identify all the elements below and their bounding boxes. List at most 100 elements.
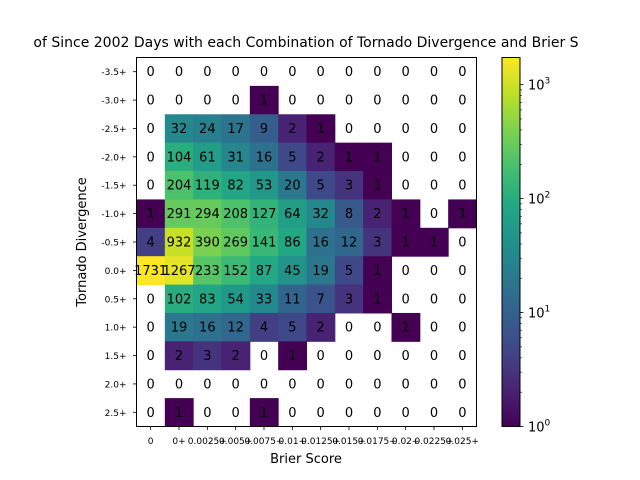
y-axis-ticks: -3.5+ -3.0+ -2.5+ -2.0+ -1.5+ -1.0+ -0.5+ 0.0+ 0… (101, 68, 137, 419)
cell-value-label: 0 (373, 94, 381, 109)
cell-value-label: 0 (402, 349, 410, 364)
colorbar (501, 57, 521, 427)
heatmap-cell (221, 227, 251, 257)
cell-value-label: 0 (430, 264, 438, 279)
cell-value-label: 1267 (162, 264, 195, 279)
cell-value-label: 0 (430, 406, 438, 421)
cell-value-label: 1 (402, 207, 410, 222)
heatmap-cell (249, 142, 279, 172)
cell-value-label: 31 (227, 150, 244, 165)
cell-value-label: 53 (256, 179, 273, 194)
heatmap-cell (278, 142, 307, 172)
cell-value-label: 0 (260, 65, 268, 80)
cell-value-label: 2 (175, 349, 183, 364)
cell-value-label: 0 (345, 349, 353, 364)
heatmap-cell (221, 284, 251, 314)
heatmap-cell (193, 284, 222, 314)
cell-value-label: 932 (167, 236, 192, 251)
heatmap-cell (136, 227, 166, 257)
cell-value-label: 0 (288, 377, 296, 392)
cell-value-label: 141 (252, 236, 277, 251)
heatmap-cell (221, 142, 251, 172)
heatmap-cell (363, 227, 392, 257)
cell-value-label: 0 (147, 65, 155, 80)
cell-value-label: 86 (284, 236, 301, 251)
heatmap-cell (249, 284, 279, 314)
heatmap-cell (249, 85, 279, 115)
cell-value-label: 0 (345, 65, 353, 80)
x-tick-label: 0+ (172, 437, 185, 447)
cell-value-label: 0 (317, 65, 325, 80)
heatmap-cell (221, 171, 251, 200)
y-tick-label: -3.5+ (101, 68, 126, 78)
heatmap-cell (334, 256, 364, 286)
heatmap-cell (278, 284, 307, 314)
cell-value-label: 0 (430, 377, 438, 392)
cell-value-label: 5 (345, 264, 353, 279)
cell-value-label: 0 (203, 406, 211, 421)
cell-value-label: 233 (195, 264, 220, 279)
cell-value-label: 1 (402, 236, 410, 251)
heatmap-cell (221, 256, 251, 286)
cell-value-label: 0 (430, 321, 438, 336)
cell-value-label: 64 (284, 207, 301, 222)
cell-value-label: 1 (373, 264, 381, 279)
cell-value-label: 0 (373, 321, 381, 336)
heatmap-cell (363, 142, 392, 172)
heatmap-cell (193, 341, 222, 371)
cell-value-label: 54 (227, 292, 244, 307)
heatmap-cell (249, 312, 279, 342)
heatmap-cell (448, 199, 477, 229)
heatmap-cell (193, 227, 222, 257)
cell-value-label: 390 (195, 236, 220, 251)
cell-value-label: 16 (199, 321, 216, 336)
cell-value-label: 0 (373, 349, 381, 364)
x-axis-label: Brier Score (270, 452, 342, 467)
cell-value-label: 0 (402, 65, 410, 80)
x-tick-label: 0.0075+ (244, 437, 283, 447)
cell-value-label: 104 (167, 150, 192, 165)
y-axis-label: Tornado Divergence (75, 177, 90, 307)
y-tick-label: -3.0+ (101, 97, 126, 107)
cell-value-label: 0 (402, 406, 410, 421)
heatmap-cell (306, 312, 336, 342)
heatmap-cell (306, 284, 336, 314)
heatmap-cell (306, 142, 336, 172)
heatmap-cell (164, 199, 194, 229)
cell-value-label: 208 (223, 207, 248, 222)
heatmap-cell (249, 227, 279, 257)
cell-value-label: 82 (227, 179, 244, 194)
heatmap-cell (193, 312, 222, 342)
cell-value-label: 0 (260, 377, 268, 392)
heatmap-cell (249, 171, 279, 200)
heatmap-cell (334, 171, 364, 200)
heatmap-cell (306, 171, 336, 200)
heatmap-cell (136, 199, 166, 229)
x-tick-label: 0.015+ (332, 437, 365, 447)
colorbar-tick-label: 102 (528, 191, 550, 208)
cell-value-label: 0 (402, 94, 410, 109)
heatmap-cell (391, 227, 421, 257)
cell-value-label: 2 (288, 122, 296, 137)
cell-value-label: 0 (458, 150, 466, 165)
cell-value-label: 0 (147, 292, 155, 307)
cell-value-label: 3 (373, 236, 381, 251)
cell-value-label: 0 (232, 406, 240, 421)
cell-value-label: 0 (373, 377, 381, 392)
cell-value-label: 269 (223, 236, 248, 251)
heatmap-cell (221, 312, 251, 342)
cell-value-label: 20 (284, 179, 301, 194)
cell-value-label: 0 (430, 94, 438, 109)
cell-value-label: 0 (288, 406, 296, 421)
cell-value-label: 0 (430, 65, 438, 80)
cell-value-label: 12 (227, 321, 244, 336)
cell-value-label: 17 (227, 122, 244, 137)
heatmap-cell (363, 256, 392, 286)
cell-value-label: 1 (260, 406, 268, 421)
cell-value-label: 0 (203, 377, 211, 392)
cell-value-label: 83 (199, 292, 216, 307)
heatmap-cell (306, 227, 336, 257)
cell-value-label: 19 (312, 264, 329, 279)
cell-value-label: 0 (458, 65, 466, 80)
cell-value-label: 0 (260, 349, 268, 364)
